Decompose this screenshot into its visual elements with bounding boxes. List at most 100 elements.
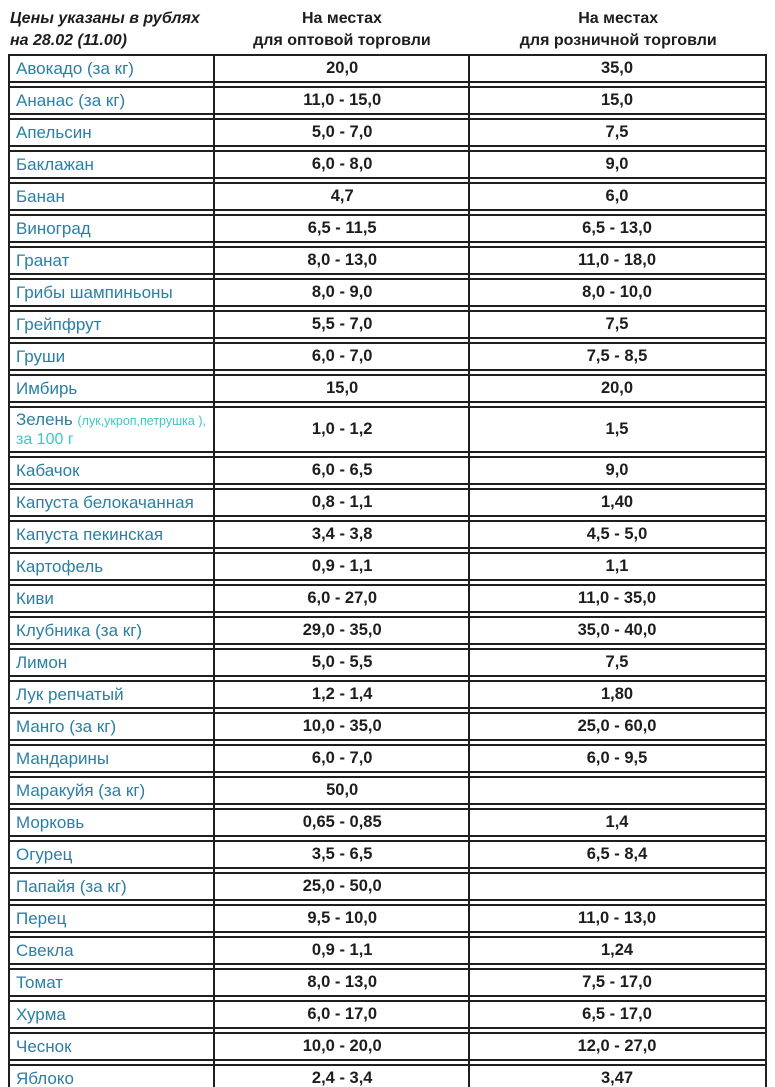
retail-price: 15,0 (600, 91, 634, 110)
table-row: Свекла 0,9 - 1,1 1,24 (8, 936, 767, 966)
product-name: Маракуйя (за кг) (16, 780, 145, 801)
product-name-text: Гранат (16, 251, 70, 271)
retail-price: 35,0 - 40,0 (577, 621, 657, 640)
wholesale-price: 0,9 - 1,1 (311, 557, 373, 576)
product-name: Картофель (16, 556, 103, 577)
retail-price: 6,0 - 9,5 (586, 749, 648, 768)
wholesale-price: 1,0 - 1,2 (311, 420, 373, 439)
product-name-cell: Гранат (10, 248, 215, 273)
product-name-cell: Морковь (10, 810, 215, 835)
table-row: Клубника (за кг) 29,0 - 35,0 35,0 - 40,0 (8, 616, 767, 646)
product-name-text: Виноград (16, 219, 91, 239)
product-name-text: Банан (16, 187, 65, 207)
product-name: Клубника (за кг) (16, 620, 142, 641)
product-name-cell: Лук репчатый (10, 682, 215, 707)
product-name-text: Манго (за кг) (16, 717, 117, 737)
product-name-cell: Виноград (10, 216, 215, 241)
wholesale-price: 0,65 - 0,85 (302, 813, 382, 832)
product-name: Мандарины (16, 748, 109, 769)
product-name-cell: Мандарины (10, 746, 215, 771)
wholesale-price: 25,0 - 50,0 (302, 877, 382, 896)
table-row: Морковь 0,65 - 0,85 1,4 (8, 808, 767, 838)
product-name-cell: Свекла (10, 938, 215, 963)
product-name: Баклажан (16, 154, 94, 175)
wholesale-price: 3,5 - 6,5 (311, 845, 373, 864)
product-name-text: Капуста белокачанная (16, 493, 194, 513)
wholesale-price: 15,0 (326, 379, 359, 398)
wholesale-price: 4,7 (330, 187, 354, 206)
wholesale-price: 5,5 - 7,0 (311, 315, 373, 334)
wholesale-price: 0,8 - 1,1 (311, 493, 373, 512)
price-note-line2: на 28.02 (11.00) (10, 31, 127, 49)
column-header-wholesale-line1: На местах (301, 10, 382, 27)
product-name-cell: Баклажан (10, 152, 215, 177)
wholesale-price: 5,0 - 5,5 (311, 653, 373, 672)
wholesale-price: 11,0 - 15,0 (303, 91, 382, 110)
table-row: Чеснок 10,0 - 20,0 12,0 - 27,0 (8, 1032, 767, 1062)
table-row: Грибы шампиньоны 8,0 - 9,0 8,0 - 10,0 (8, 278, 767, 308)
table-row: Имбирь 15,0 20,0 (8, 374, 767, 404)
table-row: Хурма 6,0 - 17,0 6,5 - 17,0 (8, 1000, 767, 1030)
retail-price: 6,0 (605, 187, 629, 206)
table-row: Капуста пекинская 3,4 - 3,8 4,5 - 5,0 (8, 520, 767, 550)
table-row: Банан 4,7 6,0 (8, 182, 767, 212)
product-name-cell: Яблоко (10, 1066, 215, 1087)
retail-price: 7,5 (605, 123, 629, 142)
product-name-cell: Перец (10, 906, 215, 931)
table-row: Лук репчатый 1,2 - 1,4 1,80 (8, 680, 767, 710)
product-name-text: Авокадо (за кг) (16, 59, 134, 79)
wholesale-price: 6,0 - 7,0 (311, 347, 373, 366)
retail-price: 12,0 - 27,0 (577, 1037, 657, 1056)
product-name-cell: Грибы шампиньоны (10, 280, 215, 305)
product-name-cell: Чеснок (10, 1034, 215, 1059)
product-name-text: Хурма (16, 1005, 66, 1025)
product-name-text: Груши (16, 347, 66, 367)
product-name-cell: Авокадо (за кг) (10, 56, 215, 81)
retail-price: 7,5 - 17,0 (582, 973, 652, 992)
retail-price: 11,0 - 13,0 (578, 909, 656, 928)
column-header-retail-line1: На местах (578, 10, 659, 27)
product-name: Манго (за кг) (16, 716, 116, 737)
table-row: Апельсин 5,0 - 7,0 7,5 (8, 118, 767, 148)
product-name-cell: Кабачок (10, 458, 215, 483)
product-name-cell: Картофель (10, 554, 215, 579)
wholesale-price: 8,0 - 9,0 (311, 283, 373, 302)
product-name-text: Кабачок (16, 461, 80, 481)
wholesale-price: 29,0 - 35,0 (302, 621, 382, 640)
retail-price: 35,0 (600, 59, 634, 78)
product-name-text: Апельсин (16, 123, 92, 143)
product-name: Перец (16, 908, 66, 929)
table-row: Томат 8,0 - 13,0 7,5 - 17,0 (8, 968, 767, 998)
column-header-retail-line2: для розничной торговли (519, 31, 717, 49)
table-row: Огурец 3,5 - 6,5 6,5 - 8,4 (8, 840, 767, 870)
table-row: Маракуйя (за кг) 50,0 (8, 776, 767, 806)
product-name-cell: Капуста белокачанная (10, 490, 215, 515)
product-name-text: Папайя (за кг) (16, 877, 127, 897)
product-name-cell: Зелень (лук,укроп,петрушка ), за 100 г (10, 408, 215, 451)
product-name: Капуста белокачанная (16, 492, 194, 513)
retail-price: 9,0 (605, 461, 629, 480)
product-name: Грибы шампиньоны (16, 282, 173, 303)
product-name-text: Грибы шампиньоны (16, 283, 173, 303)
product-name: Апельсин (16, 122, 92, 143)
retail-price: 6,5 - 8,4 (586, 845, 648, 864)
wholesale-price: 6,0 - 8,0 (311, 155, 373, 174)
table-row: Манго (за кг) 10,0 - 35,0 25,0 - 60,0 (8, 712, 767, 742)
product-name-cell: Имбирь (10, 376, 215, 401)
price-table: Авокадо (за кг) 20,0 35,0 Ананас (за кг)… (8, 54, 767, 1087)
product-name-cell: Грейпфрут (10, 312, 215, 337)
wholesale-price: 6,0 - 7,0 (311, 749, 373, 768)
wholesale-price: 5,0 - 7,0 (311, 123, 373, 142)
product-name: Виноград (16, 218, 91, 239)
retail-price: 1,24 (600, 941, 634, 960)
product-name-cell: Киви (10, 586, 215, 611)
product-name-cell: Огурец (10, 842, 215, 867)
retail-price: 8,0 - 10,0 (582, 283, 652, 302)
wholesale-price: 6,0 - 27,0 (307, 589, 378, 608)
product-name: Огурец (16, 844, 72, 865)
product-name-cell: Маракуйя (за кг) (10, 778, 215, 803)
wholesale-price: 50,0 (326, 781, 359, 800)
table-row: Капуста белокачанная 0,8 - 1,1 1,40 (8, 488, 767, 518)
retail-price: 9,0 (605, 155, 629, 174)
